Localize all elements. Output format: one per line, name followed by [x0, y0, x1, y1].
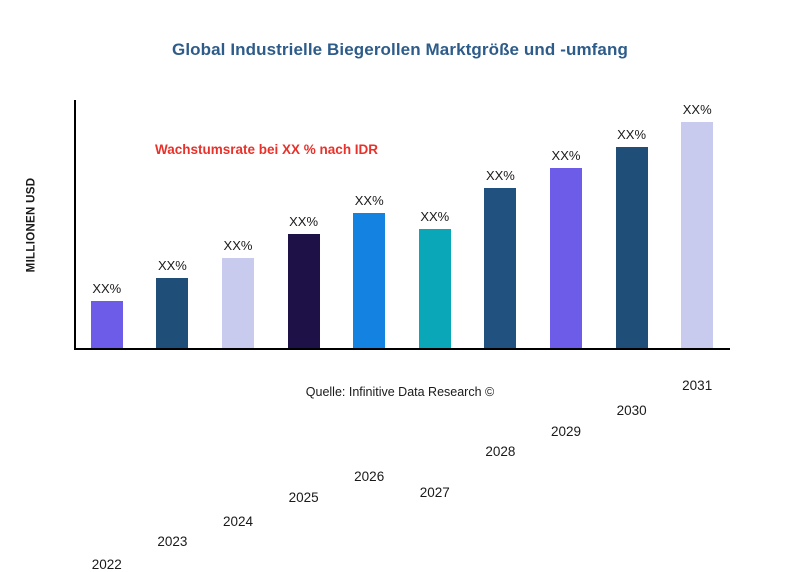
bar-2024[interactable] [222, 257, 254, 349]
x-tick-label-2026: 2026 [354, 468, 385, 484]
x-tick-label-2031: 2031 [682, 378, 713, 394]
x-tick-label-2028: 2028 [485, 444, 516, 460]
x-tick-label-2030: 2030 [616, 402, 647, 418]
x-axis-line [74, 348, 730, 350]
bar-2029[interactable] [550, 168, 582, 349]
x-tick-label-2023: 2023 [157, 533, 188, 549]
bar-value-label-2022: XX% [92, 281, 122, 297]
y-axis-line [74, 100, 76, 350]
bar-value-label-2029: XX% [551, 148, 581, 164]
bar-group[interactable]: XX% 2027 [418, 209, 451, 500]
bar-value-label-2031: XX% [682, 102, 712, 118]
bar-group[interactable]: XX% 2022 [90, 281, 123, 572]
bar-group[interactable]: XX% 2030 [615, 127, 648, 418]
bar-value-label-2024: XX% [223, 237, 253, 253]
bar-2031[interactable] [681, 122, 714, 349]
x-tick-label-2022: 2022 [91, 557, 122, 572]
y-axis-label-text: MILLIONEN USD [25, 177, 37, 273]
bar-value-label-2027: XX% [420, 209, 450, 225]
bar-2023[interactable] [156, 277, 189, 349]
x-tick-label-2027: 2027 [419, 485, 450, 501]
growth-rate-annotation: Wachstumsrate bei XX % nach IDR [155, 142, 379, 157]
bar-2022[interactable] [90, 301, 123, 349]
bar-2025[interactable] [287, 234, 320, 349]
bar-value-label-2026: XX% [354, 192, 384, 208]
bar-2028[interactable] [484, 188, 517, 349]
source-caption: Quelle: Infinitive Data Research © [305, 385, 495, 399]
bar-group[interactable]: XX% 2031 [681, 102, 714, 393]
plot-area: XX% 2022 XX% 2023 XX% 2024 XX% 2025 XX% 2026 XX% 20… [74, 100, 730, 572]
bar-2030[interactable] [615, 146, 648, 349]
bar-group[interactable]: XX% 2026 [353, 193, 386, 484]
x-tick-label-2024: 2024 [222, 513, 254, 529]
bar-group[interactable]: XX% 2023 [156, 258, 189, 549]
bar-2026[interactable] [353, 212, 386, 349]
bar-group[interactable]: XX% 2024 [222, 238, 254, 529]
bar-value-label-2023: XX% [157, 257, 187, 273]
bar-group[interactable]: XX% 2029 [550, 148, 582, 439]
bar-value-label-2028: XX% [485, 168, 515, 184]
y-axis-label: MILLIONEN USD [22, 100, 40, 350]
bar-value-label-2025: XX% [289, 214, 319, 230]
bar-value-label-2030: XX% [617, 126, 647, 142]
bar-chart-figure: Global Industrielle Biegerollen Marktgrö… [22, 40, 730, 572]
bar-group[interactable]: XX% 2025 [287, 214, 320, 505]
x-tick-label-2025: 2025 [288, 490, 319, 506]
x-tick-label-2029: 2029 [550, 424, 582, 440]
page-title: Global Industrielle Biegerollen Marktgrö… [172, 40, 628, 59]
bar-group[interactable]: XX% 2028 [484, 168, 517, 459]
bar-2027[interactable] [418, 229, 451, 349]
